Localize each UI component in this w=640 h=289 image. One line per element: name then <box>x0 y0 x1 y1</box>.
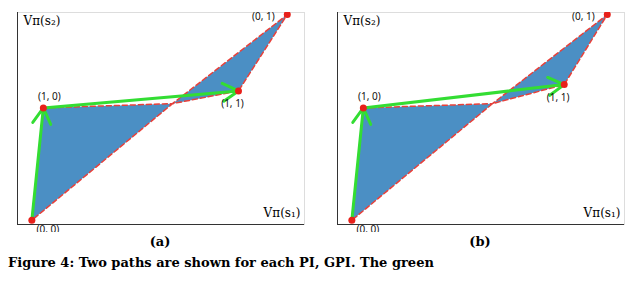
html-text:(a): (a) <box>149 234 171 249</box>
svg-text:(1, 1): (1, 1) <box>546 90 569 104</box>
svg-text:(1, 0): (1, 0) <box>357 89 380 103</box>
html-text:Figure 4: Two paths are shown: Figure 4: Two paths are shown for each P… <box>8 255 434 270</box>
svg-text:Vπ(s₁): Vπ(s₁) <box>262 206 300 220</box>
svg-text:(1, 1): (1, 1) <box>221 96 244 110</box>
svg-text:(0, 1): (0, 1) <box>571 9 594 23</box>
svg-text:(0, 1): (0, 1) <box>251 9 274 23</box>
svg-text:Vπ(s₂): Vπ(s₂) <box>22 14 60 28</box>
svg-text:Vπ(s₁): Vπ(s₁) <box>582 206 620 220</box>
svg-text:(1, 0): (1, 0) <box>37 89 60 103</box>
svg-text:(0, 0): (0, 0) <box>36 222 59 232</box>
html-text:(b): (b) <box>469 234 491 249</box>
svg-text:(0, 0): (0, 0) <box>356 222 379 232</box>
svg-text:Vπ(s₂): Vπ(s₂) <box>342 14 380 28</box>
